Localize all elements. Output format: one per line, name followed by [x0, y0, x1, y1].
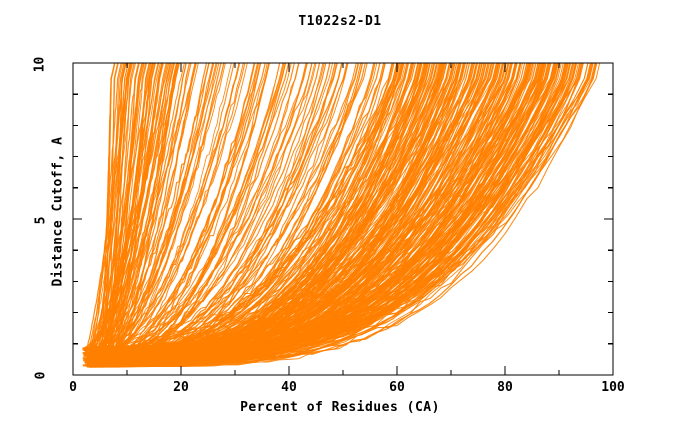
- model-curve: [91, 63, 136, 350]
- x-tick-label-100: 100: [601, 380, 625, 395]
- model-curve: [102, 63, 466, 354]
- x-tick-label-60: 60: [389, 380, 405, 395]
- model-curve: [104, 63, 400, 356]
- model-curve: [99, 63, 144, 349]
- y-axis-label: Distance Cutoff, A: [50, 136, 66, 287]
- model-curve: [95, 63, 187, 360]
- plot-frame: [72, 62, 614, 376]
- x-tick-label-80: 80: [497, 380, 513, 395]
- model-curve: [91, 63, 441, 354]
- x-axis-label: Percent of Residues (CA): [240, 400, 440, 415]
- model-curve: [97, 63, 266, 350]
- model-curve: [98, 63, 500, 367]
- y-tick-label-5: 5: [33, 216, 49, 225]
- y-tick-label-10: 10: [32, 56, 48, 73]
- model-curve: [97, 63, 214, 348]
- x-tick-label-20: 20: [173, 380, 189, 395]
- model-curve: [82, 63, 197, 349]
- model-curve: [97, 63, 133, 355]
- model-curve: [104, 63, 307, 350]
- model-curve: [84, 63, 400, 364]
- x-tick-label-0: 0: [69, 380, 77, 395]
- model-curve: [84, 63, 210, 354]
- model-curve: [99, 63, 192, 349]
- model-curve: [101, 63, 428, 354]
- x-tick-label-40: 40: [281, 380, 297, 395]
- model-curve: [100, 63, 528, 358]
- model-curve: [86, 63, 153, 352]
- model-curve: [98, 63, 574, 367]
- model-curve: [85, 63, 477, 364]
- model-curve: [87, 63, 225, 355]
- model-curve: [82, 63, 571, 366]
- model-curve: [87, 63, 549, 353]
- model-curve: [89, 63, 454, 353]
- model-curve: [101, 63, 533, 368]
- model-curve: [84, 63, 199, 349]
- curve-series-group: [82, 63, 601, 368]
- chart-title: T1022s2-D1: [298, 14, 382, 29]
- model-curve: [104, 63, 454, 360]
- model-curve: [91, 63, 161, 358]
- model-curve: [89, 63, 540, 366]
- model-curve: [86, 63, 132, 353]
- model-curve: [96, 63, 400, 365]
- model-curve: [82, 63, 172, 354]
- model-curve: [87, 63, 179, 355]
- model-curve: [82, 63, 132, 359]
- y-tick-label-0: 0: [33, 371, 49, 380]
- model-curve: [93, 63, 246, 352]
